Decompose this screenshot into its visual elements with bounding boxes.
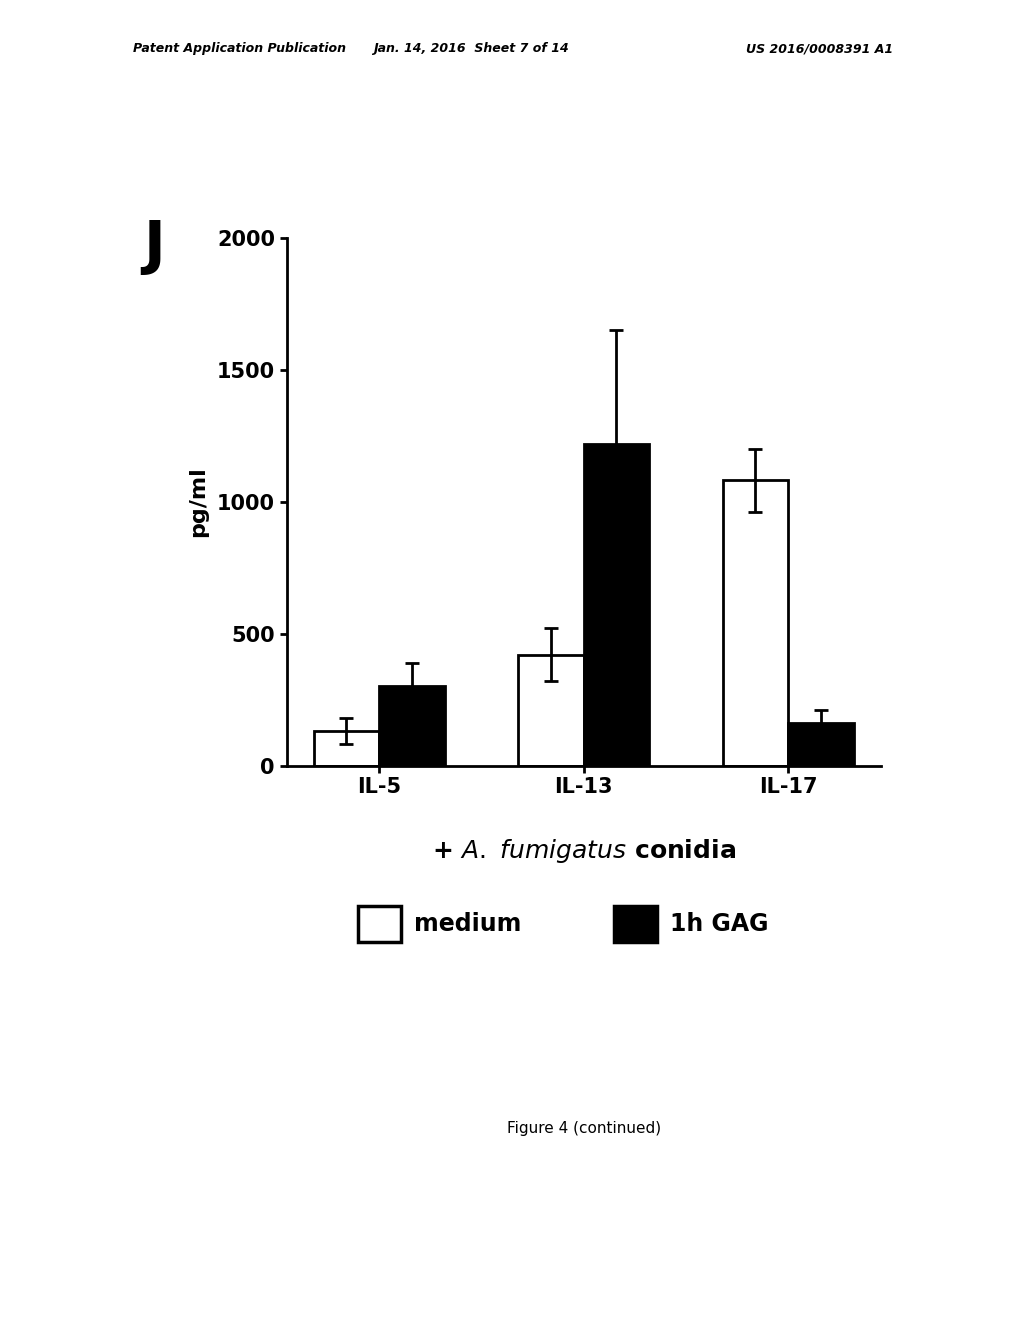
Text: Jan. 14, 2016  Sheet 7 of 14: Jan. 14, 2016 Sheet 7 of 14: [373, 42, 569, 55]
Bar: [313, 731, 379, 766]
Bar: [723, 480, 788, 766]
Text: + $\it{A.\ fumigatus}$ conidia: + $\it{A.\ fumigatus}$ conidia: [432, 837, 735, 866]
Bar: [379, 686, 444, 766]
Text: 1h GAG: 1h GAG: [670, 912, 768, 936]
Bar: [584, 444, 649, 766]
Bar: [518, 655, 584, 766]
Y-axis label: pg/ml: pg/ml: [188, 466, 209, 537]
Text: US 2016/0008391 A1: US 2016/0008391 A1: [745, 42, 893, 55]
Text: medium: medium: [414, 912, 521, 936]
Bar: [788, 723, 854, 766]
Text: Figure 4 (continued): Figure 4 (continued): [507, 1121, 660, 1137]
Text: Patent Application Publication: Patent Application Publication: [133, 42, 346, 55]
Text: J: J: [143, 218, 165, 275]
